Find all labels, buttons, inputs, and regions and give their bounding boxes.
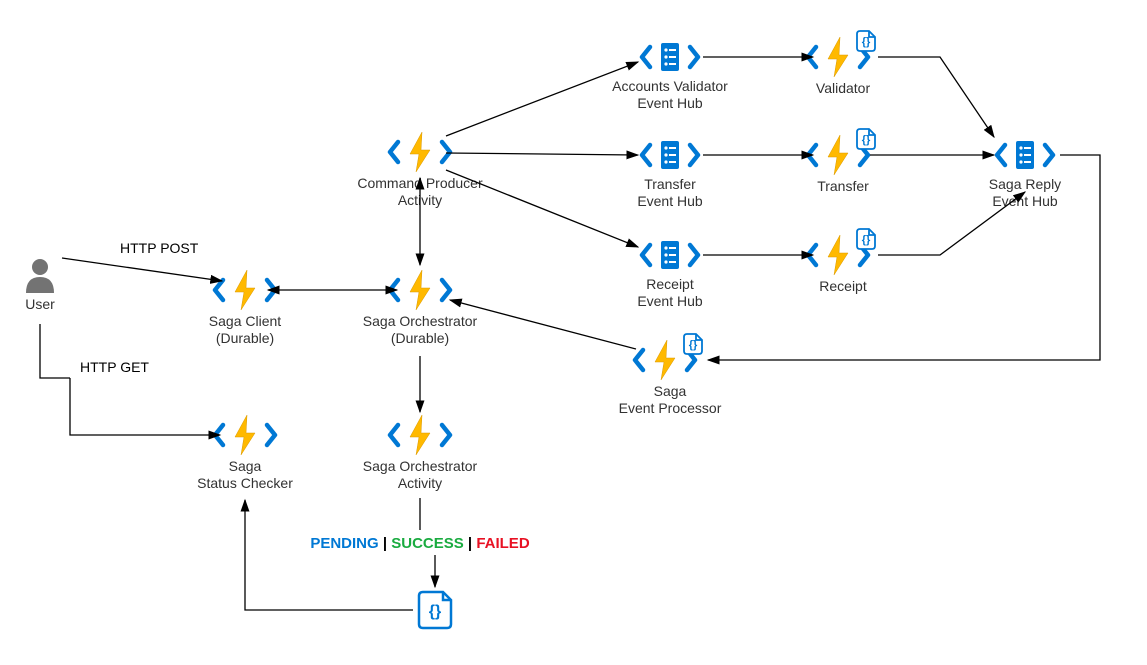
node-orchestrator-label-0: Saga Orchestrator	[363, 313, 478, 329]
svg-text:{}: {}	[429, 603, 441, 620]
status-sep1: |	[379, 535, 392, 552]
node-saga_client-label-1: (Durable)	[216, 330, 274, 346]
status-success: SUCCESS	[391, 535, 464, 552]
node-orchestrator_activity-label-0: Saga Orchestrator	[363, 458, 478, 474]
node-receipt_hub-label-0: Receipt	[646, 276, 694, 292]
node-accounts_hub-label-0: Accounts Validator	[612, 78, 728, 94]
node-transfer_fn-label-0: Transfer	[817, 178, 869, 194]
node-accounts_hub-label-1: Event Hub	[637, 95, 703, 111]
node-orchestrator_activity-label-1: Activity	[398, 475, 442, 491]
saga-diagram: UserSaga Client(Durable)SagaStatus Check…	[0, 0, 1147, 665]
node-transfer_hub-label-1: Event Hub	[637, 193, 703, 209]
node-status_checker-label-1: Status Checker	[197, 475, 293, 491]
node-reply_hub-label-0: Saga Reply	[989, 176, 1061, 192]
status-pending: PENDING	[310, 535, 378, 552]
node-receipt_hub-label-1: Event Hub	[637, 293, 703, 309]
node-storage: {}	[419, 592, 451, 628]
svg-text:{}: {}	[689, 339, 698, 351]
status-sep2: |	[464, 535, 477, 552]
node-status_checker-label-0: Saga	[229, 458, 262, 474]
node-event_proc-label-1: Event Processor	[619, 400, 722, 416]
node-orchestrator-label-1: (Durable)	[391, 330, 449, 346]
node-validator_fn-label-0: Validator	[816, 80, 871, 96]
edge-label-http-post: HTTP POST	[120, 240, 199, 256]
node-receipt_fn-label-0: Receipt	[819, 278, 867, 294]
svg-text:{}: {}	[862, 134, 871, 146]
svg-text:{}: {}	[862, 234, 871, 246]
edge-label-http-get: HTTP GET	[80, 359, 149, 375]
node-user-label-0: User	[25, 296, 55, 312]
node-event_proc-label-0: Saga	[654, 383, 687, 399]
node-transfer_hub-label-0: Transfer	[644, 176, 696, 192]
status-line: PENDING | SUCCESS | FAILED	[310, 535, 529, 552]
node-saga_client-label-0: Saga Client	[209, 313, 281, 329]
status-failed: FAILED	[476, 535, 530, 552]
svg-text:{}: {}	[862, 36, 871, 48]
node-reply_hub-label-1: Event Hub	[992, 193, 1058, 209]
